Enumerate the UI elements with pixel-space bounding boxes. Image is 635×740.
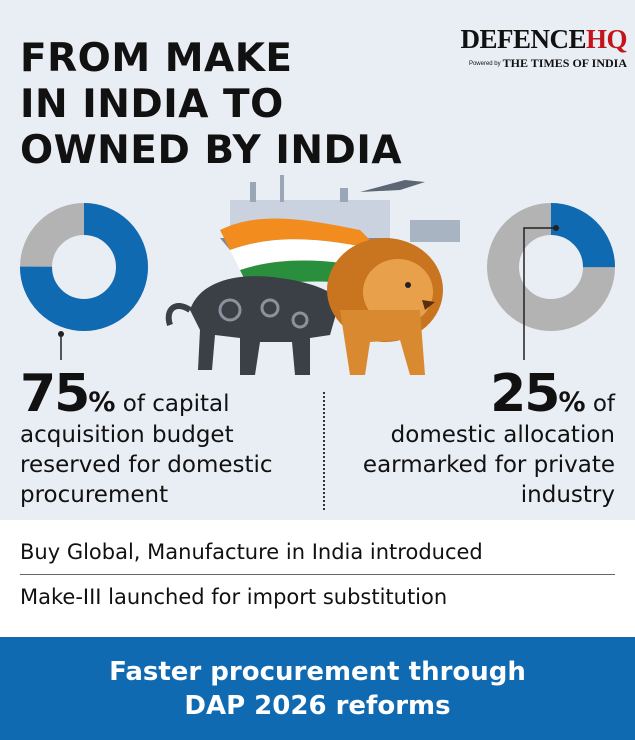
page-title: FROM MAKE IN INDIA TO OWNED BY INDIA [20, 36, 402, 174]
stat-75-description: acquisition budget reserved for domestic… [20, 422, 273, 508]
robot-lion-body [165, 276, 340, 375]
facts-list: Buy Global, Manufacture in India introdu… [20, 530, 615, 619]
title-line-1: FROM MAKE [20, 36, 293, 81]
title-line-3: OWNED BY INDIA [20, 128, 403, 173]
logo-powered-by: Powered by THE TIMES OF INDIA [460, 56, 627, 71]
title-line-2: IN INDIA TO [20, 82, 284, 127]
stat-25-number: 25 [490, 364, 560, 424]
lion-machine-hybrid-icon [165, 175, 460, 375]
leader-dot-left [58, 331, 64, 337]
stat-25-percent: % [558, 387, 586, 418]
defencehq-logo: DEFENCEHQ Powered by THE TIMES OF INDIA [460, 24, 627, 71]
stat-75-number: 75 [20, 364, 90, 424]
stat-25-description: domestic allocation earmarked for privat… [362, 422, 615, 508]
top-section: FROM MAKE IN INDIA TO OWNED BY INDIA DEF… [0, 0, 635, 520]
banner-line-2: DAP 2026 reforms [184, 690, 451, 721]
dotted-divider [323, 392, 325, 510]
lion-head [327, 238, 443, 375]
fact-item-1: Buy Global, Manufacture in India introdu… [20, 540, 483, 564]
stat-25-inline-text: of [585, 391, 615, 417]
stat-25-block: 25% of domestic allocation earmarked for… [315, 368, 615, 510]
jet-icon [360, 180, 425, 192]
fact-item-2: Make-III launched for import substitutio… [20, 574, 615, 619]
stat-75-percent: % [88, 387, 116, 418]
logo-powered-prefix: Powered by [468, 61, 501, 68]
logo-powered-name: THE TIMES OF INDIA [502, 56, 627, 70]
stat-75-inline-text: of capital [115, 391, 230, 417]
donut-chart-75 [20, 203, 148, 331]
donut-25-arc [487, 203, 615, 331]
logo-brand: DEFENCEHQ [460, 24, 627, 54]
logo-brand-main: DEFENCE [460, 24, 586, 54]
logo-brand-accent: HQ [585, 24, 628, 54]
bottom-banner: Faster procurement through DAP 2026 refo… [0, 637, 635, 740]
stat-75-block: 75% of capital acquisition budget reserv… [20, 368, 320, 510]
banner-line-1: Faster procurement through [109, 656, 526, 687]
donut-chart-25 [487, 203, 615, 331]
donut-75-arc [20, 203, 148, 331]
